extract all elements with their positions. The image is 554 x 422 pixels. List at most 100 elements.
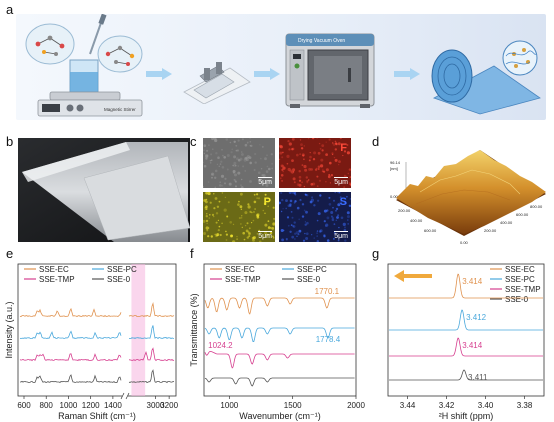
arrow-icon xyxy=(254,68,280,80)
legend-label: SSE-0 xyxy=(107,275,131,284)
eds-mapping-grid: 5μm F 5μm P 5μm S 5μm xyxy=(203,138,353,244)
magnetic-stirrer-illustration: Magnetic Stirrer xyxy=(25,14,143,117)
x-tick-label: 1200 xyxy=(82,401,100,410)
series-line-sse-ec xyxy=(389,273,543,299)
series-line-sse-pc xyxy=(389,309,543,331)
series-line-sse-0 xyxy=(204,377,355,387)
oven-label: Drying Vacuum Oven xyxy=(298,38,345,44)
x-tick-label: 800 xyxy=(40,401,54,410)
afm-tick: 400.00 xyxy=(500,220,513,225)
legend-label: SSE-PC xyxy=(297,265,327,274)
peak-annotation: 1778.4 xyxy=(316,335,341,344)
afm-zmax-label: 96.14 xyxy=(390,160,401,165)
doctor-blade-casting-illustration xyxy=(183,62,251,104)
eds-texture xyxy=(203,192,275,242)
x-tick-label: 3.38 xyxy=(517,401,533,410)
panel-letter-a: a xyxy=(6,2,14,17)
plot-frame xyxy=(387,263,545,397)
afm-zunit-label: [nm] xyxy=(390,166,398,171)
x-axis-label: ²H shift (ppm) xyxy=(439,411,494,421)
afm-tick: 0.00 xyxy=(460,240,469,245)
series-line-sse-0 xyxy=(20,369,175,384)
scale-bar-label: 5μm xyxy=(258,177,272,186)
afm-tick: 200.00 xyxy=(398,208,411,213)
x-axis-label: Raman Shift (cm⁻¹) xyxy=(58,411,136,421)
series-line-sse-ec xyxy=(204,297,355,315)
x-tick-label: 1400 xyxy=(104,401,122,410)
highlight-band xyxy=(131,264,146,396)
afm-zmin-label: 0.00 xyxy=(390,194,399,199)
afm-tick: 400.00 xyxy=(410,218,423,223)
panel-letter-b: b xyxy=(6,134,14,149)
panel-letter-g: g xyxy=(372,246,380,261)
membrane-photo xyxy=(18,138,190,242)
scale-bar-label: 5μm xyxy=(334,177,348,186)
eds-texture xyxy=(203,138,275,188)
legend-label: SSE-0 xyxy=(297,275,321,284)
panel-letter-e: e xyxy=(6,246,14,261)
axis-break-mark xyxy=(120,392,125,400)
panel-letter-d: d xyxy=(372,134,380,149)
legend-label: SSE-TMP xyxy=(39,275,75,284)
arrow-left-icon xyxy=(394,270,432,282)
series-line-sse-pc xyxy=(204,327,355,342)
x-axis-label: Wavenumber (cm⁻¹) xyxy=(239,411,320,421)
x-tick-label: 2000 xyxy=(347,401,365,410)
axis-break-mark xyxy=(125,392,130,400)
afm-tick: 600.00 xyxy=(516,212,529,217)
x-tick-label: 1500 xyxy=(284,401,302,410)
eds-texture xyxy=(279,138,351,188)
x-tick-label: 3.40 xyxy=(478,401,494,410)
arrow-icon xyxy=(146,68,172,80)
x-tick-label: 1000 xyxy=(60,401,78,410)
series-line-sse-pc xyxy=(19,325,175,340)
eds-element-label: S xyxy=(339,196,347,208)
peak-label: 3.414 xyxy=(462,341,483,350)
eds-texture xyxy=(279,192,351,242)
stirrer-label: Magnetic Stirrer xyxy=(104,107,136,112)
raman-chart: SSE-EC SSE-PC SSE-TMP SSE-0 600 800 1000 1200 14… xyxy=(4,263,179,421)
legend-label: SSE-EC xyxy=(505,265,535,274)
legend-label: SSE-0 xyxy=(505,295,529,304)
x-tick-label: 600 xyxy=(17,401,31,410)
eds-map-tile: F 5μm xyxy=(279,138,351,188)
afm-tick: 800.00 xyxy=(530,204,543,209)
series-line-sse-tmp xyxy=(389,337,543,357)
eds-map-tile: P 5μm xyxy=(203,192,275,242)
series-line-sse-tmp xyxy=(204,350,355,369)
eds-map-tile: 5μm xyxy=(203,138,275,188)
peak-label: 3.411 xyxy=(468,373,488,382)
axis-break-gap xyxy=(122,393,128,399)
x-tick-label: 1000 xyxy=(220,401,238,410)
x-tick-label: 3.42 xyxy=(439,401,455,410)
legend-label: SSE-PC xyxy=(107,265,137,274)
panel-letter-f: f xyxy=(190,246,194,261)
afm-3d-topography: 96.14 [nm] 0.00 200.00 400.00 600.00 0.0… xyxy=(390,150,546,245)
peak-annotation: 1770.1 xyxy=(315,287,340,296)
rolled-membrane-illustration xyxy=(431,40,541,115)
legend-label: SSE-EC xyxy=(225,265,255,274)
afm-tick: 600.00 xyxy=(424,228,437,233)
peak-annotation: 1024.2 xyxy=(208,341,233,350)
eds-element-label: P xyxy=(263,196,271,208)
eds-element-label: F xyxy=(340,142,347,154)
legend-label: SSE-EC xyxy=(39,265,69,274)
vacuum-oven-illustration: Drying Vacuum Oven xyxy=(285,33,375,108)
legend-label: SSE-TMP xyxy=(225,275,261,284)
plot-frame xyxy=(17,263,177,397)
scale-bar-label: 5μm xyxy=(258,231,272,240)
y-axis-label: Transmittance (%) xyxy=(189,293,199,366)
legend-label: SSE-PC xyxy=(505,275,535,284)
series-line-sse-ec xyxy=(19,302,175,318)
afm-tick: 200.00 xyxy=(484,228,497,233)
x-tick-label: 3.44 xyxy=(400,401,416,410)
ftir-chart: SSE-EC SSE-PC SSE-TMP SSE-0 1770.1 1778.4 1024… xyxy=(189,263,365,421)
legend-label: SSE-TMP xyxy=(505,285,541,294)
y-axis-label: Intensity (a.u.) xyxy=(4,301,14,358)
panel-letter-c: c xyxy=(190,134,197,149)
x-tick-label: 3000 xyxy=(147,401,165,410)
scale-bar-label: 5μm xyxy=(334,231,348,240)
peak-label: 3.414 xyxy=(462,277,483,286)
series-line-sse-0 xyxy=(389,369,543,381)
